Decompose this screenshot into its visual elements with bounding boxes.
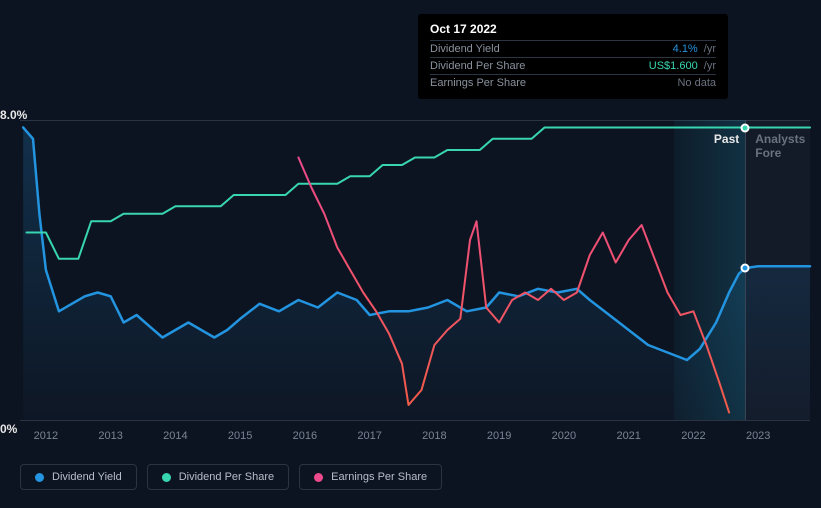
x-tick-label: 2017	[357, 430, 381, 442]
x-tick-label: 2020	[552, 430, 576, 442]
tooltip-row-value-wrap: 4.1% /yr	[673, 43, 716, 55]
tooltip-row: Earnings Per Share No data	[430, 74, 716, 91]
x-tick-label: 2018	[422, 430, 446, 442]
series-marker	[741, 123, 750, 132]
tooltip-row-value-wrap: US$1.600 /yr	[649, 60, 716, 72]
x-tick-label: 2013	[98, 430, 122, 442]
x-tick-label: 2015	[228, 430, 252, 442]
legend-dot-icon	[314, 473, 323, 482]
region-label-future: Analysts Fore	[755, 132, 810, 160]
chart-plot-area[interactable]: Past Analysts Fore	[20, 120, 810, 420]
legend-dot-icon	[162, 473, 171, 482]
legend-label: Dividend Per Share	[179, 471, 274, 483]
x-tick-label: 2022	[681, 430, 705, 442]
series-marker	[741, 264, 750, 273]
tooltip-row: Dividend Per Share US$1.600 /yr	[430, 57, 716, 74]
tooltip-row-label: Dividend Per Share	[430, 60, 525, 72]
legend-label: Dividend Yield	[52, 471, 122, 483]
legend-item-dividend-per-share[interactable]: Dividend Per Share	[147, 464, 289, 490]
x-tick-label: 2014	[163, 430, 187, 442]
region-label-past: Past	[714, 132, 739, 146]
y-axis-min-label: 0%	[0, 422, 17, 436]
x-axis-ticks: 2012 2013 2014 2015 2016 2017 2018 2019 2020 2021…	[20, 430, 810, 450]
x-tick-label: 2023	[746, 430, 770, 442]
legend-item-dividend-yield[interactable]: Dividend Yield	[20, 464, 137, 490]
legend-label: Earnings Per Share	[331, 471, 427, 483]
legend-dot-icon	[35, 473, 44, 482]
tooltip-row-unit: /yr	[701, 60, 716, 72]
tooltip-row-value: US$1.600	[649, 60, 698, 72]
series-line-1	[27, 128, 811, 259]
x-tick-label: 2019	[487, 430, 511, 442]
legend-item-earnings-per-share[interactable]: Earnings Per Share	[299, 464, 442, 490]
x-tick-label: 2012	[34, 430, 58, 442]
tooltip-row-label: Dividend Yield	[430, 43, 500, 55]
tooltip-row-value-wrap: No data	[677, 77, 716, 89]
x-tick-label: 2016	[293, 430, 317, 442]
chart-tooltip: Oct 17 2022 Dividend Yield4.1% /yrDivide…	[418, 14, 728, 99]
tooltip-date: Oct 17 2022	[430, 22, 716, 40]
x-tick-label: 2021	[616, 430, 640, 442]
tooltip-row: Dividend Yield 4.1% /yr	[430, 40, 716, 57]
gridline-bottom	[20, 420, 810, 421]
tooltip-row-unit: /yr	[701, 43, 716, 55]
tooltip-row-value: No data	[677, 77, 716, 89]
tooltip-row-label: Earnings Per Share	[430, 77, 526, 89]
tooltip-row-value: 4.1%	[673, 43, 698, 55]
chart-legend: Dividend Yield Dividend Per Share Earnin…	[20, 464, 442, 490]
chart-svg	[20, 120, 810, 420]
